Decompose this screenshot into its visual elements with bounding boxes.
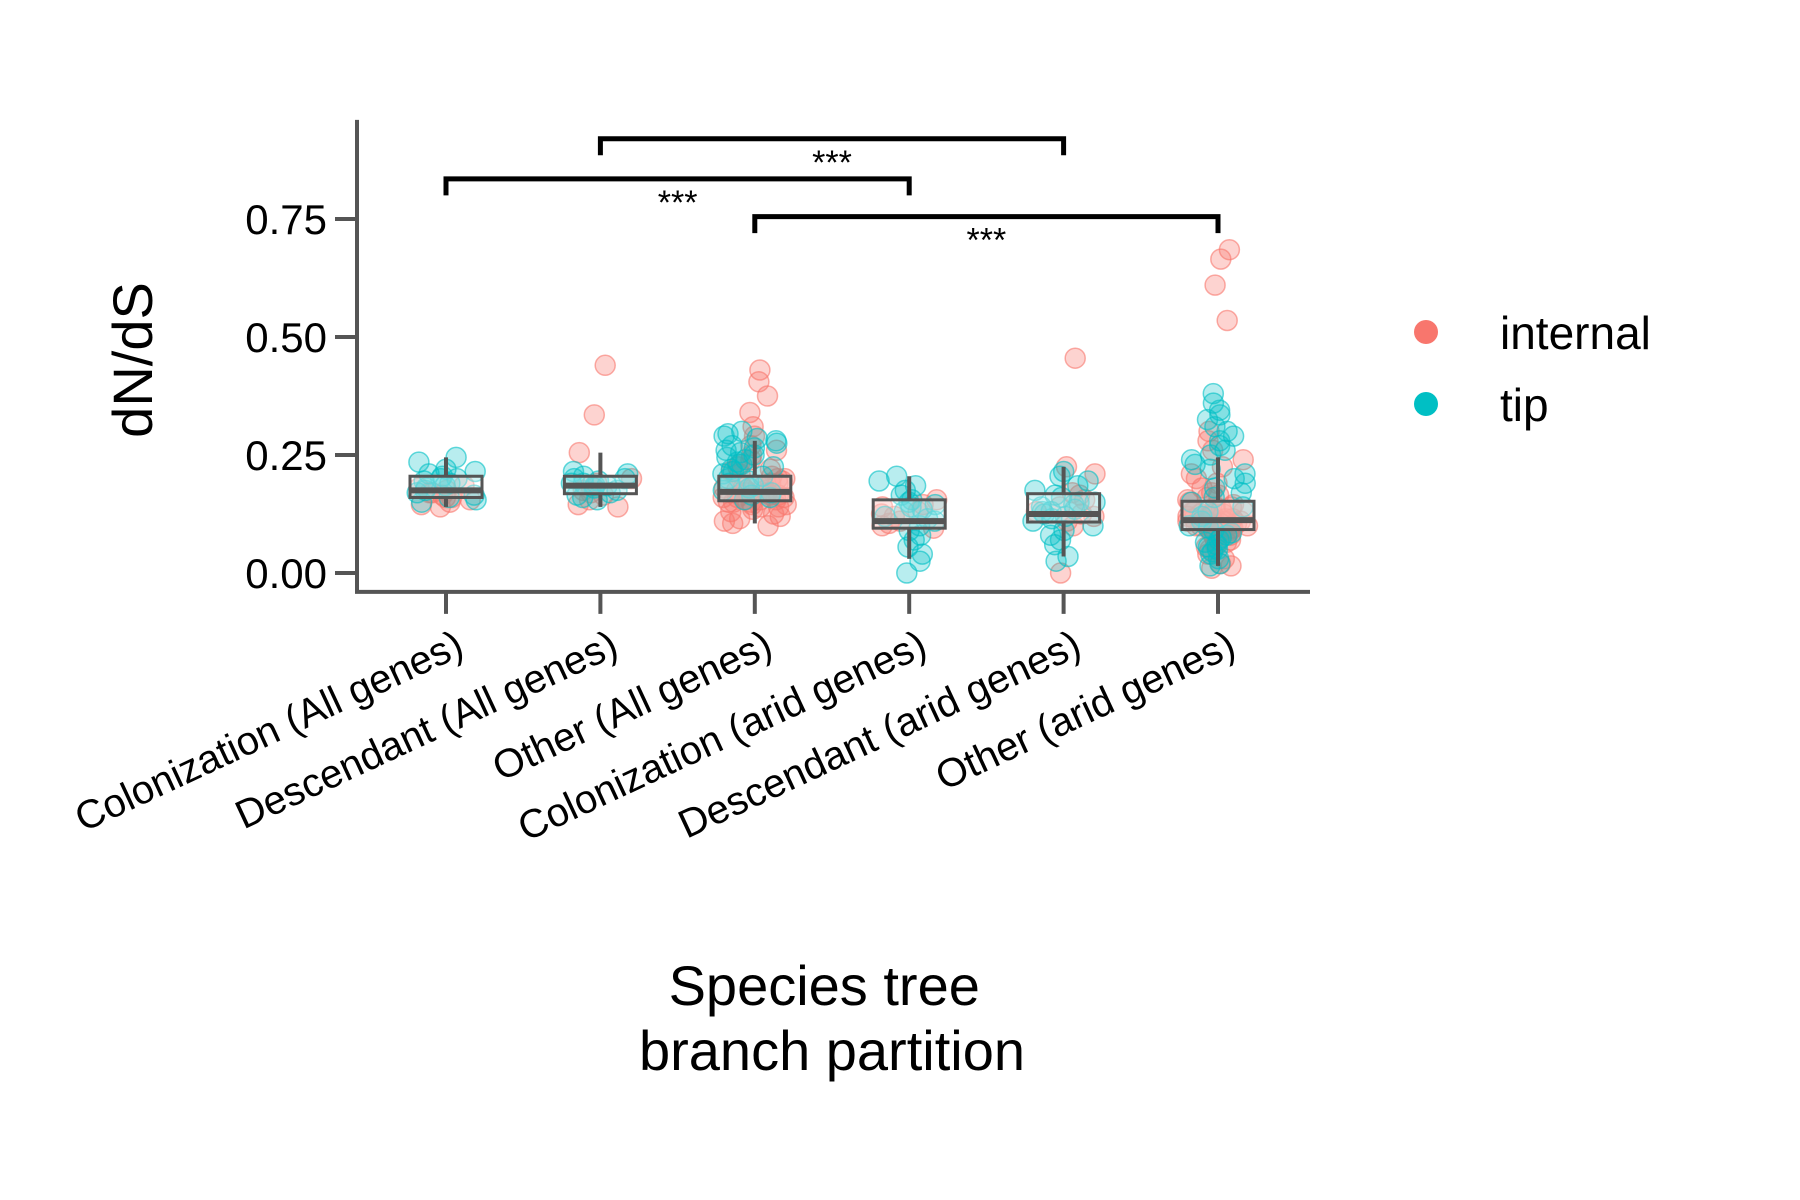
legend-key-tip [1414, 392, 1438, 416]
point-internal-descendant-all-genes-1 [583, 404, 606, 426]
point-internal-descendant-all-genes-0 [594, 354, 616, 377]
significance-label-0: *** [658, 184, 698, 222]
y-tick-label-0-25: 0.25 [245, 432, 327, 479]
legend-label-tip: tip [1500, 379, 1549, 431]
point-internal-descendant-all-genes-2 [568, 441, 591, 464]
point-internal-other-arid-genes-1 [1210, 248, 1232, 270]
y-tick-labels: 0.00 0.25 0.50 0.75 [245, 196, 327, 597]
point-tip-colonization-arid-genes-1 [868, 470, 890, 492]
legend-label-internal: internal [1500, 307, 1651, 359]
significance-label-2: *** [967, 222, 1007, 260]
box-colonization-all-genes [408, 474, 484, 499]
point-tip-colonization-arid-genes-18 [896, 562, 918, 584]
y-axis-title: dN/dS [101, 282, 164, 438]
box-other-all-genes [717, 474, 793, 503]
point-internal-descendant-arid-genes-0 [1064, 347, 1086, 369]
box-plots [408, 440, 1256, 566]
point-tip-other-all-genes-5 [766, 432, 788, 454]
data-points [406, 238, 1259, 584]
x-axis-title-line-1: Species tree [669, 954, 980, 1017]
significance-bracket-other-all-genes-vs-other-arid-genes [752, 214, 1221, 234]
legend-key-internal [1414, 320, 1438, 344]
significance-label-1: *** [812, 144, 852, 182]
point-internal-other-arid-genes-3 [1216, 309, 1238, 332]
box-other-arid-genes [1180, 499, 1256, 532]
axes [335, 119, 1310, 614]
point-internal-other-all-genes-0 [749, 359, 771, 381]
point-internal-other-all-genes-46 [713, 510, 736, 532]
x-axis-title-line-2: branch partition [639, 1019, 1025, 1082]
point-internal-other-all-genes-47 [721, 512, 744, 535]
significance-bracket-descendant-all-genes-vs-descendant-arid-genes [597, 136, 1067, 156]
box-descendant-arid-genes [1026, 492, 1102, 524]
y-tick-label-0-00: 0.00 [245, 550, 327, 597]
point-tip-descendant-arid-genes-2 [1077, 470, 1099, 492]
point-internal-other-arid-genes-2 [1204, 274, 1226, 296]
y-tick-label-0-50: 0.50 [245, 314, 327, 361]
significance-bracket-colonization-all-genes-vs-colonization-arid-genes [443, 176, 912, 196]
point-tip-descendant-arid-genes-22 [1045, 550, 1067, 572]
legend: internal tip [1414, 307, 1651, 431]
point-tip-descendant-arid-genes-1 [1049, 465, 1071, 487]
y-tick-label-0-75: 0.75 [245, 196, 327, 243]
x-tick-labels: Colonization (All genes)Descendant (All … [68, 622, 1241, 850]
point-internal-other-all-genes-2 [756, 385, 779, 407]
x-axis-title: Species tree branch partition [639, 954, 1025, 1082]
point-internal-other-all-genes-48 [757, 515, 779, 537]
significance-brackets: *** *** *** [443, 136, 1221, 260]
